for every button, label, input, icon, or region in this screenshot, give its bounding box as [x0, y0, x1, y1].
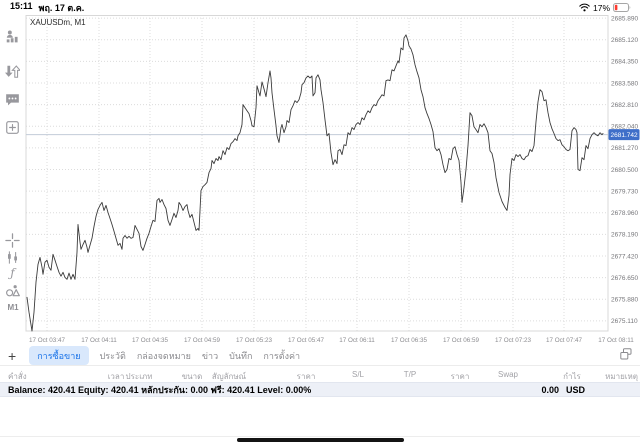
chart-symbol-label: XAUUSDm, M1 [30, 18, 86, 27]
time-tick-label: 17 Oct 08:11 [598, 337, 634, 344]
time-tick-label: 17 Oct 05:47 [288, 337, 325, 344]
tab-history[interactable]: ประวัติ [99, 350, 126, 361]
current-price-value: 2681.742 [611, 132, 638, 139]
price-tick-label: 2685.890 [611, 15, 638, 22]
current-price-tag [608, 129, 640, 141]
tab-mailbox[interactable]: กล่องจดหมาย [136, 350, 191, 361]
column-header-tp: T/P [403, 370, 417, 379]
price-tick-label: 2675.110 [611, 318, 638, 325]
home-indicator[interactable] [237, 438, 404, 442]
new-order-icon[interactable] [5, 120, 20, 135]
time-tick-label: 17 Oct 06:11 [339, 337, 375, 344]
price-tick-label: 2682.040 [611, 124, 638, 131]
chat-icon[interactable] [5, 92, 20, 107]
bottom-tab-bar: + การซื้อขาย ประวัติ กล่องจดหมาย ข่าว บันทึก… [0, 346, 640, 366]
price-tick-label: 2678.190 [611, 232, 638, 239]
column-header-sl: S/L [351, 370, 365, 379]
trade-icon[interactable] [5, 64, 20, 79]
time-tick-label: 17 Oct 04:35 [132, 337, 169, 344]
time-tick-label: 17 Oct 06:59 [443, 337, 480, 344]
crosshair-icon[interactable] [5, 233, 20, 248]
window-layout-icon[interactable] [620, 347, 632, 365]
price-tick-label: 2679.730 [611, 188, 638, 195]
column-header-volume: ขนาด [181, 372, 203, 381]
price-tick-label: 2683.580 [611, 80, 638, 87]
tab-trade[interactable]: การซื้อขาย [29, 346, 89, 365]
price-tick-label: 2681.270 [611, 145, 638, 152]
column-header-profit: กำไร [563, 372, 581, 381]
total-profit: 0.00 [541, 384, 559, 395]
tab-list: การซื้อขาย ประวัติ กล่องจดหมาย ข่าว บันทึก กา… [29, 346, 300, 365]
status-bar: 15:11 พฤ. 17 ต.ค. 17% [0, 0, 640, 15]
tab-journal[interactable]: บันทึก [229, 350, 253, 361]
column-header-comment: หมายเหตุ [605, 372, 638, 381]
bottom-divider [0, 436, 640, 437]
column-header-swap: Swap [497, 370, 519, 379]
column-header-time: เวลา [107, 372, 125, 381]
wifi-icon [579, 3, 590, 14]
price-line-series [26, 34, 604, 332]
battery-icon [613, 2, 632, 14]
price-tick-label: 2684.350 [611, 59, 638, 66]
column-header-type: ประเภท [125, 372, 153, 381]
column-header-price-current: ราคา [450, 372, 470, 381]
account-currency: USD [565, 384, 585, 395]
time-tick-label: 17 Oct 06:35 [391, 337, 428, 344]
price-tick-label: 2678.960 [611, 210, 638, 217]
date: พฤ. 17 ต.ค. [38, 3, 85, 13]
time-tick-label: 17 Oct 07:47 [546, 337, 583, 344]
column-header-symbol: สัญลักษณ์ [211, 372, 247, 381]
price-tick-label: 2680.500 [611, 167, 638, 174]
account-summary-text: Balance: 420.41 Equity: 420.41 หลักประกั… [8, 384, 312, 395]
price-tick-label: 2675.880 [611, 297, 638, 304]
timeframe-button[interactable]: M1 [7, 303, 19, 312]
price-tick-label: 2677.420 [611, 253, 638, 260]
price-tick-label: 2682.810 [611, 102, 638, 109]
time-tick-label: 17 Oct 03:47 [29, 337, 66, 344]
chart-toolbar: ƒ M1 [0, 15, 26, 346]
column-header-order: คำสั่ง [8, 372, 27, 381]
time-tick-label: 17 Oct 04:11 [81, 337, 117, 344]
quotes-icon[interactable] [5, 29, 20, 44]
account-summary-bar: Balance: 420.41 Equity: 420.41 หลักประกั… [0, 382, 640, 397]
time-tick-label: 17 Oct 07:23 [495, 337, 532, 344]
tab-settings[interactable]: การตั้งค่า [263, 350, 301, 361]
tab-news[interactable]: ข่าว [201, 350, 219, 361]
time-tick-label: 17 Oct 04:59 [184, 337, 221, 344]
battery-percent: 17% [592, 3, 610, 13]
positions-table-header: คำสั่ง เวลา ประเภท ขนาด สัญลักษณ์ ราคา S/L T/P ร… [0, 366, 640, 382]
indicators-icon[interactable]: ƒ [10, 266, 15, 280]
column-header-price-open: ราคา [296, 372, 316, 381]
time-tick-label: 17 Oct 05:23 [236, 337, 273, 344]
price-chart[interactable]: 2685.890 2685.120 2684.350 2683.580 2682.810… [0, 15, 640, 346]
chart-type-icon[interactable] [5, 250, 20, 265]
clock: 15:11 [10, 1, 33, 11]
price-tick-label: 2676.650 [611, 275, 638, 282]
new-order-plus-button[interactable]: + [8, 347, 17, 364]
price-tick-label: 2685.120 [611, 37, 638, 44]
objects-icon[interactable] [5, 283, 20, 298]
